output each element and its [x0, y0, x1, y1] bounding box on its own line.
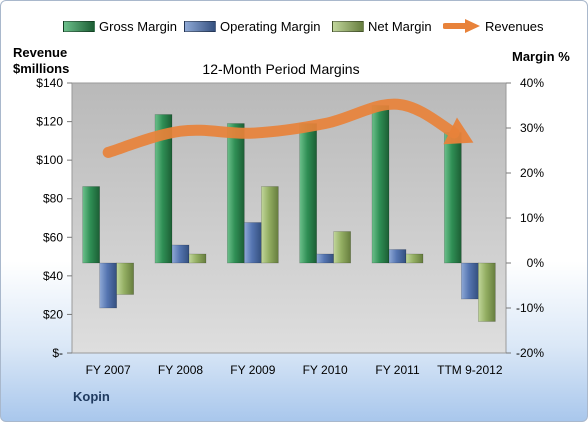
legend-gross-swatch	[63, 20, 95, 32]
net-margin-bar	[405, 253, 424, 264]
x-axis-category-label: FY 2010	[303, 363, 348, 377]
legend-gross-label: Gross Margin	[99, 18, 178, 34]
legend-net-swatch	[332, 20, 364, 32]
left-axis-tick-label: $80	[43, 192, 63, 206]
chart-title: 12-Month Period Margins	[202, 61, 360, 77]
gross-margin-bar	[82, 186, 100, 264]
gross-margin-bar	[299, 123, 317, 264]
left-axis-tick-label: $100	[36, 153, 63, 167]
legend-net-label: Net Margin	[368, 18, 432, 34]
legend-operating-swatch	[184, 20, 216, 32]
legend-operating-margin: Operating Margin	[184, 19, 320, 34]
net-margin-bar	[333, 231, 351, 264]
legend-revenues-label: Revenues	[485, 18, 544, 34]
left-axis-tick-label: $40	[43, 269, 63, 283]
legend-operating-label: Operating Margin	[220, 18, 321, 34]
right-axis-tick-label: 40%	[520, 76, 544, 90]
x-axis-category-label: FY 2011	[375, 363, 420, 377]
gross-margin-bar	[444, 132, 462, 264]
left-axis-tick-label: $-	[52, 346, 63, 360]
left-axis-tick-label: $20	[43, 307, 63, 321]
operating-margin-bar	[316, 253, 334, 264]
revenue-arrow-head	[443, 117, 474, 145]
operating-margin-bar	[461, 262, 479, 300]
right-axis-tick-label: -20%	[516, 346, 544, 360]
x-axis-category-label: FY 2009	[230, 363, 275, 377]
company-name: Kopin	[73, 389, 110, 404]
operating-margin-bar	[99, 262, 117, 309]
left-axis-title: Revenue $millions	[13, 45, 69, 77]
legend-net-margin: Net Margin	[332, 19, 432, 34]
left-axis-title-line2: $millions	[13, 61, 70, 76]
x-axis-category-label: TTM 9-2012	[437, 363, 503, 377]
gross-margin-bar	[371, 105, 390, 264]
left-axis-tick-label: $60	[43, 230, 63, 244]
left-axis-tick-label: $120	[36, 115, 63, 129]
legend-revenues: Revenues	[443, 18, 544, 34]
operating-margin-bar	[244, 222, 262, 264]
gross-margin-bar	[154, 114, 173, 264]
right-axis-tick-label: -10%	[516, 301, 544, 315]
net-margin-bar	[188, 253, 207, 264]
right-axis-title: Margin %	[512, 49, 570, 64]
right-axis-tick-label: 0%	[527, 256, 545, 270]
net-margin-bar	[116, 262, 134, 295]
net-margin-bar	[478, 262, 496, 322]
operating-margin-bar	[171, 244, 190, 264]
net-margin-bar	[261, 186, 279, 264]
right-axis-tick-label: 10%	[520, 211, 544, 225]
x-axis-category-label: FY 2007	[86, 363, 131, 377]
right-axis-tick-label: 20%	[520, 166, 544, 180]
right-axis-tick-label: 30%	[520, 121, 544, 135]
left-axis-title-line1: Revenue	[13, 45, 68, 60]
operating-margin-bar	[388, 249, 407, 264]
legend-gross-margin: Gross Margin	[63, 19, 177, 34]
left-axis-tick-label: $140	[36, 76, 63, 90]
gross-margin-bar	[227, 123, 245, 264]
x-axis-category-label: FY 2008	[158, 363, 203, 377]
revenue-line	[102, 98, 460, 158]
legend-revenue-arrow-icon	[443, 19, 480, 33]
